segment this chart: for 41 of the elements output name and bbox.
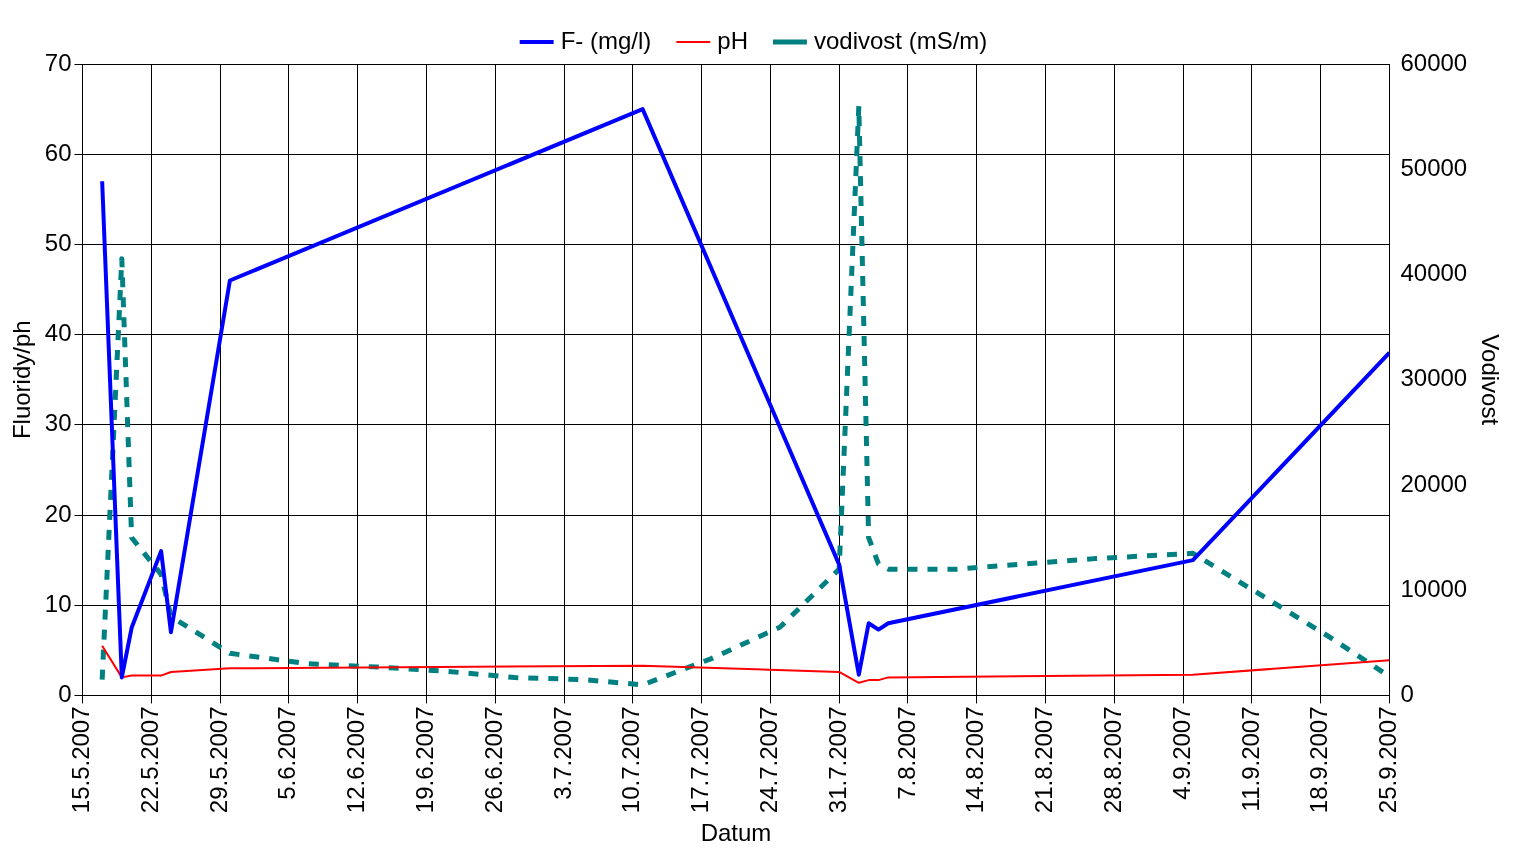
x-tick-label: 15.5.2007 — [67, 706, 95, 814]
y-tick-label: 20 — [44, 499, 72, 527]
y2-axis-title: Vodivost — [1476, 334, 1504, 426]
x-tick-label: 11.9.2007 — [1236, 706, 1264, 812]
x-tick-label: 5.6.2007 — [273, 706, 301, 800]
x-tick-label: 21.8.2007 — [1030, 706, 1058, 814]
y-tick-label: 0 — [58, 680, 72, 708]
x-tick-label: 7.8.2007 — [892, 706, 920, 800]
x-tick-label: 10.7.2007 — [617, 706, 645, 814]
y2-tick-label: 60000 — [1400, 48, 1468, 76]
y2-tick-label: 40000 — [1400, 259, 1468, 287]
x-tick-label: 3.7.2007 — [548, 706, 576, 800]
y2-tick-label: 50000 — [1400, 153, 1468, 181]
x-tick-label: 4.9.2007 — [1167, 706, 1195, 800]
legend-label: pH — [717, 26, 748, 54]
y-tick-label: 10 — [44, 589, 72, 617]
x-tick-label: 25.9.2007 — [1374, 706, 1402, 814]
y-tick-label: 40 — [44, 319, 72, 347]
y-tick-label: 70 — [44, 48, 72, 76]
x-tick-label: 17.7.2007 — [686, 706, 714, 814]
x-tick-label: 14.8.2007 — [961, 706, 989, 814]
legend-label: vodivost (mS/m) — [813, 26, 988, 54]
y2-tick-label: 30000 — [1400, 364, 1468, 392]
x-axis-title: Datum — [700, 819, 772, 847]
x-tick-label: 31.7.2007 — [823, 706, 851, 814]
y-tick-label: 30 — [44, 409, 72, 437]
x-tick-label: 19.6.2007 — [411, 706, 439, 814]
y-tick-label: 60 — [44, 138, 72, 166]
x-tick-label: 28.8.2007 — [1098, 706, 1126, 814]
y2-tick-label: 0 — [1400, 680, 1414, 708]
x-tick-label: 22.5.2007 — [135, 706, 163, 814]
x-tick-label: 24.7.2007 — [755, 706, 782, 814]
x-tick-label: 12.6.2007 — [342, 706, 370, 814]
y-axis-title: Fluoridy/ph — [8, 320, 36, 440]
x-tick-label: 18.9.2007 — [1305, 706, 1333, 814]
y2-tick-label: 20000 — [1400, 469, 1468, 497]
x-tick-label: 26.6.2007 — [479, 706, 507, 814]
y2-tick-label: 10000 — [1400, 574, 1468, 602]
legend-label: F- (mg/l) — [560, 26, 652, 54]
y-tick-label: 50 — [44, 229, 72, 257]
x-tick-label: 29.5.2007 — [204, 706, 232, 814]
